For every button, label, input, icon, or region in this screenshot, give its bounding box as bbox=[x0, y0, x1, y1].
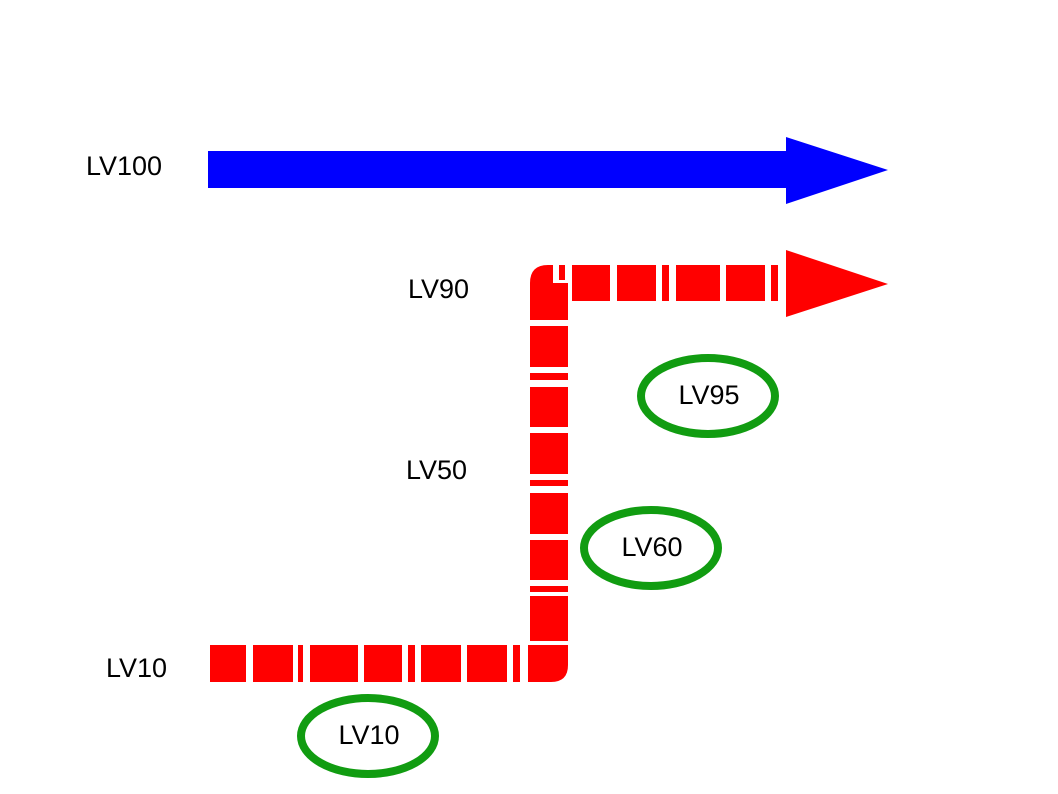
red-dash bbox=[298, 645, 303, 682]
milestone-label: LV10 bbox=[338, 720, 399, 750]
blue-arrow-head bbox=[786, 137, 888, 204]
blue-arrow bbox=[208, 137, 888, 204]
red-dash bbox=[617, 265, 656, 301]
red-dash bbox=[662, 265, 669, 301]
red-path-vertical-segment bbox=[530, 265, 568, 641]
red-dash bbox=[253, 645, 293, 682]
blue-arrow-shaft bbox=[208, 151, 790, 188]
red-dash bbox=[421, 645, 461, 682]
red-dash bbox=[559, 265, 565, 280]
red-dash bbox=[572, 265, 610, 301]
red-dash bbox=[467, 645, 507, 682]
red-dash bbox=[530, 586, 568, 592]
red-dash bbox=[530, 540, 568, 580]
red-dash bbox=[530, 387, 568, 427]
red-dash bbox=[530, 433, 568, 474]
red-dash bbox=[513, 645, 520, 682]
level-label-lv50: LV50 bbox=[406, 455, 467, 485]
milestone-label: LV60 bbox=[621, 532, 682, 562]
red-dash bbox=[726, 265, 765, 301]
red-dash bbox=[771, 265, 778, 301]
milestone-lv10: LV10 bbox=[297, 694, 439, 778]
red-path-lower-corner bbox=[528, 645, 568, 682]
red-dash bbox=[364, 645, 402, 682]
red-dash bbox=[408, 645, 415, 682]
red-dash bbox=[310, 645, 358, 682]
red-dash bbox=[530, 596, 568, 641]
red-dash bbox=[530, 493, 568, 534]
red-dash bbox=[530, 373, 568, 380]
red-dash bbox=[676, 265, 720, 301]
red-dash bbox=[210, 645, 246, 682]
milestone-ring bbox=[580, 506, 722, 590]
milestone-lv95: LV95 bbox=[637, 354, 779, 438]
milestone-ring bbox=[637, 354, 779, 438]
level-label-lv100: LV100 bbox=[86, 151, 162, 181]
red-arrow-head bbox=[786, 250, 888, 317]
red-path-bottom-segment bbox=[210, 645, 568, 682]
red-dash bbox=[530, 480, 568, 486]
milestone-ring bbox=[297, 694, 439, 778]
milestone-label: LV95 bbox=[678, 380, 739, 410]
level-label-lv90: LV90 bbox=[408, 274, 469, 304]
level-label-lv10: LV10 bbox=[106, 653, 167, 683]
red-dash bbox=[530, 326, 568, 367]
red-path-upper-corner bbox=[530, 265, 568, 320]
red-path-top-segment bbox=[559, 250, 888, 317]
milestone-lv60: LV60 bbox=[580, 506, 722, 590]
